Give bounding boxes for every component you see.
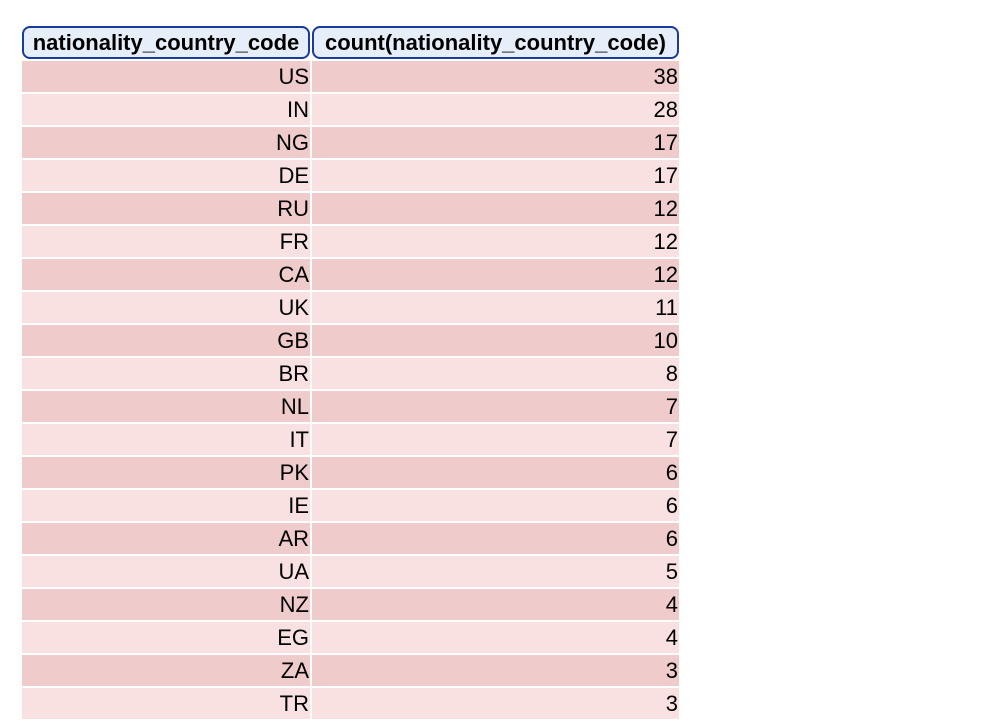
country-code-cell: US bbox=[22, 61, 310, 92]
country-code-cell: IT bbox=[22, 424, 310, 455]
country-code-cell: AR bbox=[22, 523, 310, 554]
country-code-cell: NZ bbox=[22, 589, 310, 620]
column-header-count[interactable]: count(nationality_country_code) bbox=[312, 26, 679, 59]
count-cell: 6 bbox=[312, 457, 679, 488]
count-cell: 6 bbox=[312, 490, 679, 521]
count-cell: 3 bbox=[312, 688, 679, 719]
count-cell: 7 bbox=[312, 424, 679, 455]
table-row: IE 6 bbox=[22, 490, 679, 521]
count-cell: 12 bbox=[312, 193, 679, 224]
table-row: US 38 bbox=[22, 61, 679, 92]
header-row: nationality_country_code count(nationali… bbox=[22, 26, 679, 59]
table-row: CA 12 bbox=[22, 259, 679, 290]
table-row: DE 17 bbox=[22, 160, 679, 191]
table-row: NG 17 bbox=[22, 127, 679, 158]
count-cell: 12 bbox=[312, 259, 679, 290]
table-row: UK 11 bbox=[22, 292, 679, 323]
country-code-cell: IN bbox=[22, 94, 310, 125]
count-cell: 17 bbox=[312, 127, 679, 158]
count-cell: 11 bbox=[312, 292, 679, 323]
country-code-cell: CA bbox=[22, 259, 310, 290]
table-row: IT 7 bbox=[22, 424, 679, 455]
country-code-cell: DE bbox=[22, 160, 310, 191]
country-code-cell: ZA bbox=[22, 655, 310, 686]
count-cell: 10 bbox=[312, 325, 679, 356]
table-row: ZA 3 bbox=[22, 655, 679, 686]
count-cell: 7 bbox=[312, 391, 679, 422]
country-code-cell: RU bbox=[22, 193, 310, 224]
country-code-cell: BR bbox=[22, 358, 310, 389]
country-code-cell: GB bbox=[22, 325, 310, 356]
count-cell: 28 bbox=[312, 94, 679, 125]
country-code-cell: PK bbox=[22, 457, 310, 488]
country-code-cell: FR bbox=[22, 226, 310, 257]
table-row: IN 28 bbox=[22, 94, 679, 125]
count-cell: 6 bbox=[312, 523, 679, 554]
country-code-cell: NL bbox=[22, 391, 310, 422]
table-row: BR 8 bbox=[22, 358, 679, 389]
column-header-country-code[interactable]: nationality_country_code bbox=[22, 26, 310, 59]
table-row: UA 5 bbox=[22, 556, 679, 587]
country-code-cell: UA bbox=[22, 556, 310, 587]
table-row: RU 12 bbox=[22, 193, 679, 224]
count-cell: 17 bbox=[312, 160, 679, 191]
country-code-cell: NG bbox=[22, 127, 310, 158]
country-code-cell: IE bbox=[22, 490, 310, 521]
count-cell: 5 bbox=[312, 556, 679, 587]
count-cell: 4 bbox=[312, 622, 679, 653]
table-row: GB 10 bbox=[22, 325, 679, 356]
results-table: nationality_country_code count(nationali… bbox=[20, 24, 681, 721]
country-code-cell: UK bbox=[22, 292, 310, 323]
table-row: NZ 4 bbox=[22, 589, 679, 620]
count-cell: 12 bbox=[312, 226, 679, 257]
table-row: FR 12 bbox=[22, 226, 679, 257]
table-row: NL 7 bbox=[22, 391, 679, 422]
count-cell: 8 bbox=[312, 358, 679, 389]
count-cell: 38 bbox=[312, 61, 679, 92]
country-code-cell: TR bbox=[22, 688, 310, 719]
table-row: TR 3 bbox=[22, 688, 679, 719]
count-cell: 4 bbox=[312, 589, 679, 620]
table-row: PK 6 bbox=[22, 457, 679, 488]
country-code-cell: EG bbox=[22, 622, 310, 653]
table-row: EG 4 bbox=[22, 622, 679, 653]
count-cell: 3 bbox=[312, 655, 679, 686]
table-row: AR 6 bbox=[22, 523, 679, 554]
